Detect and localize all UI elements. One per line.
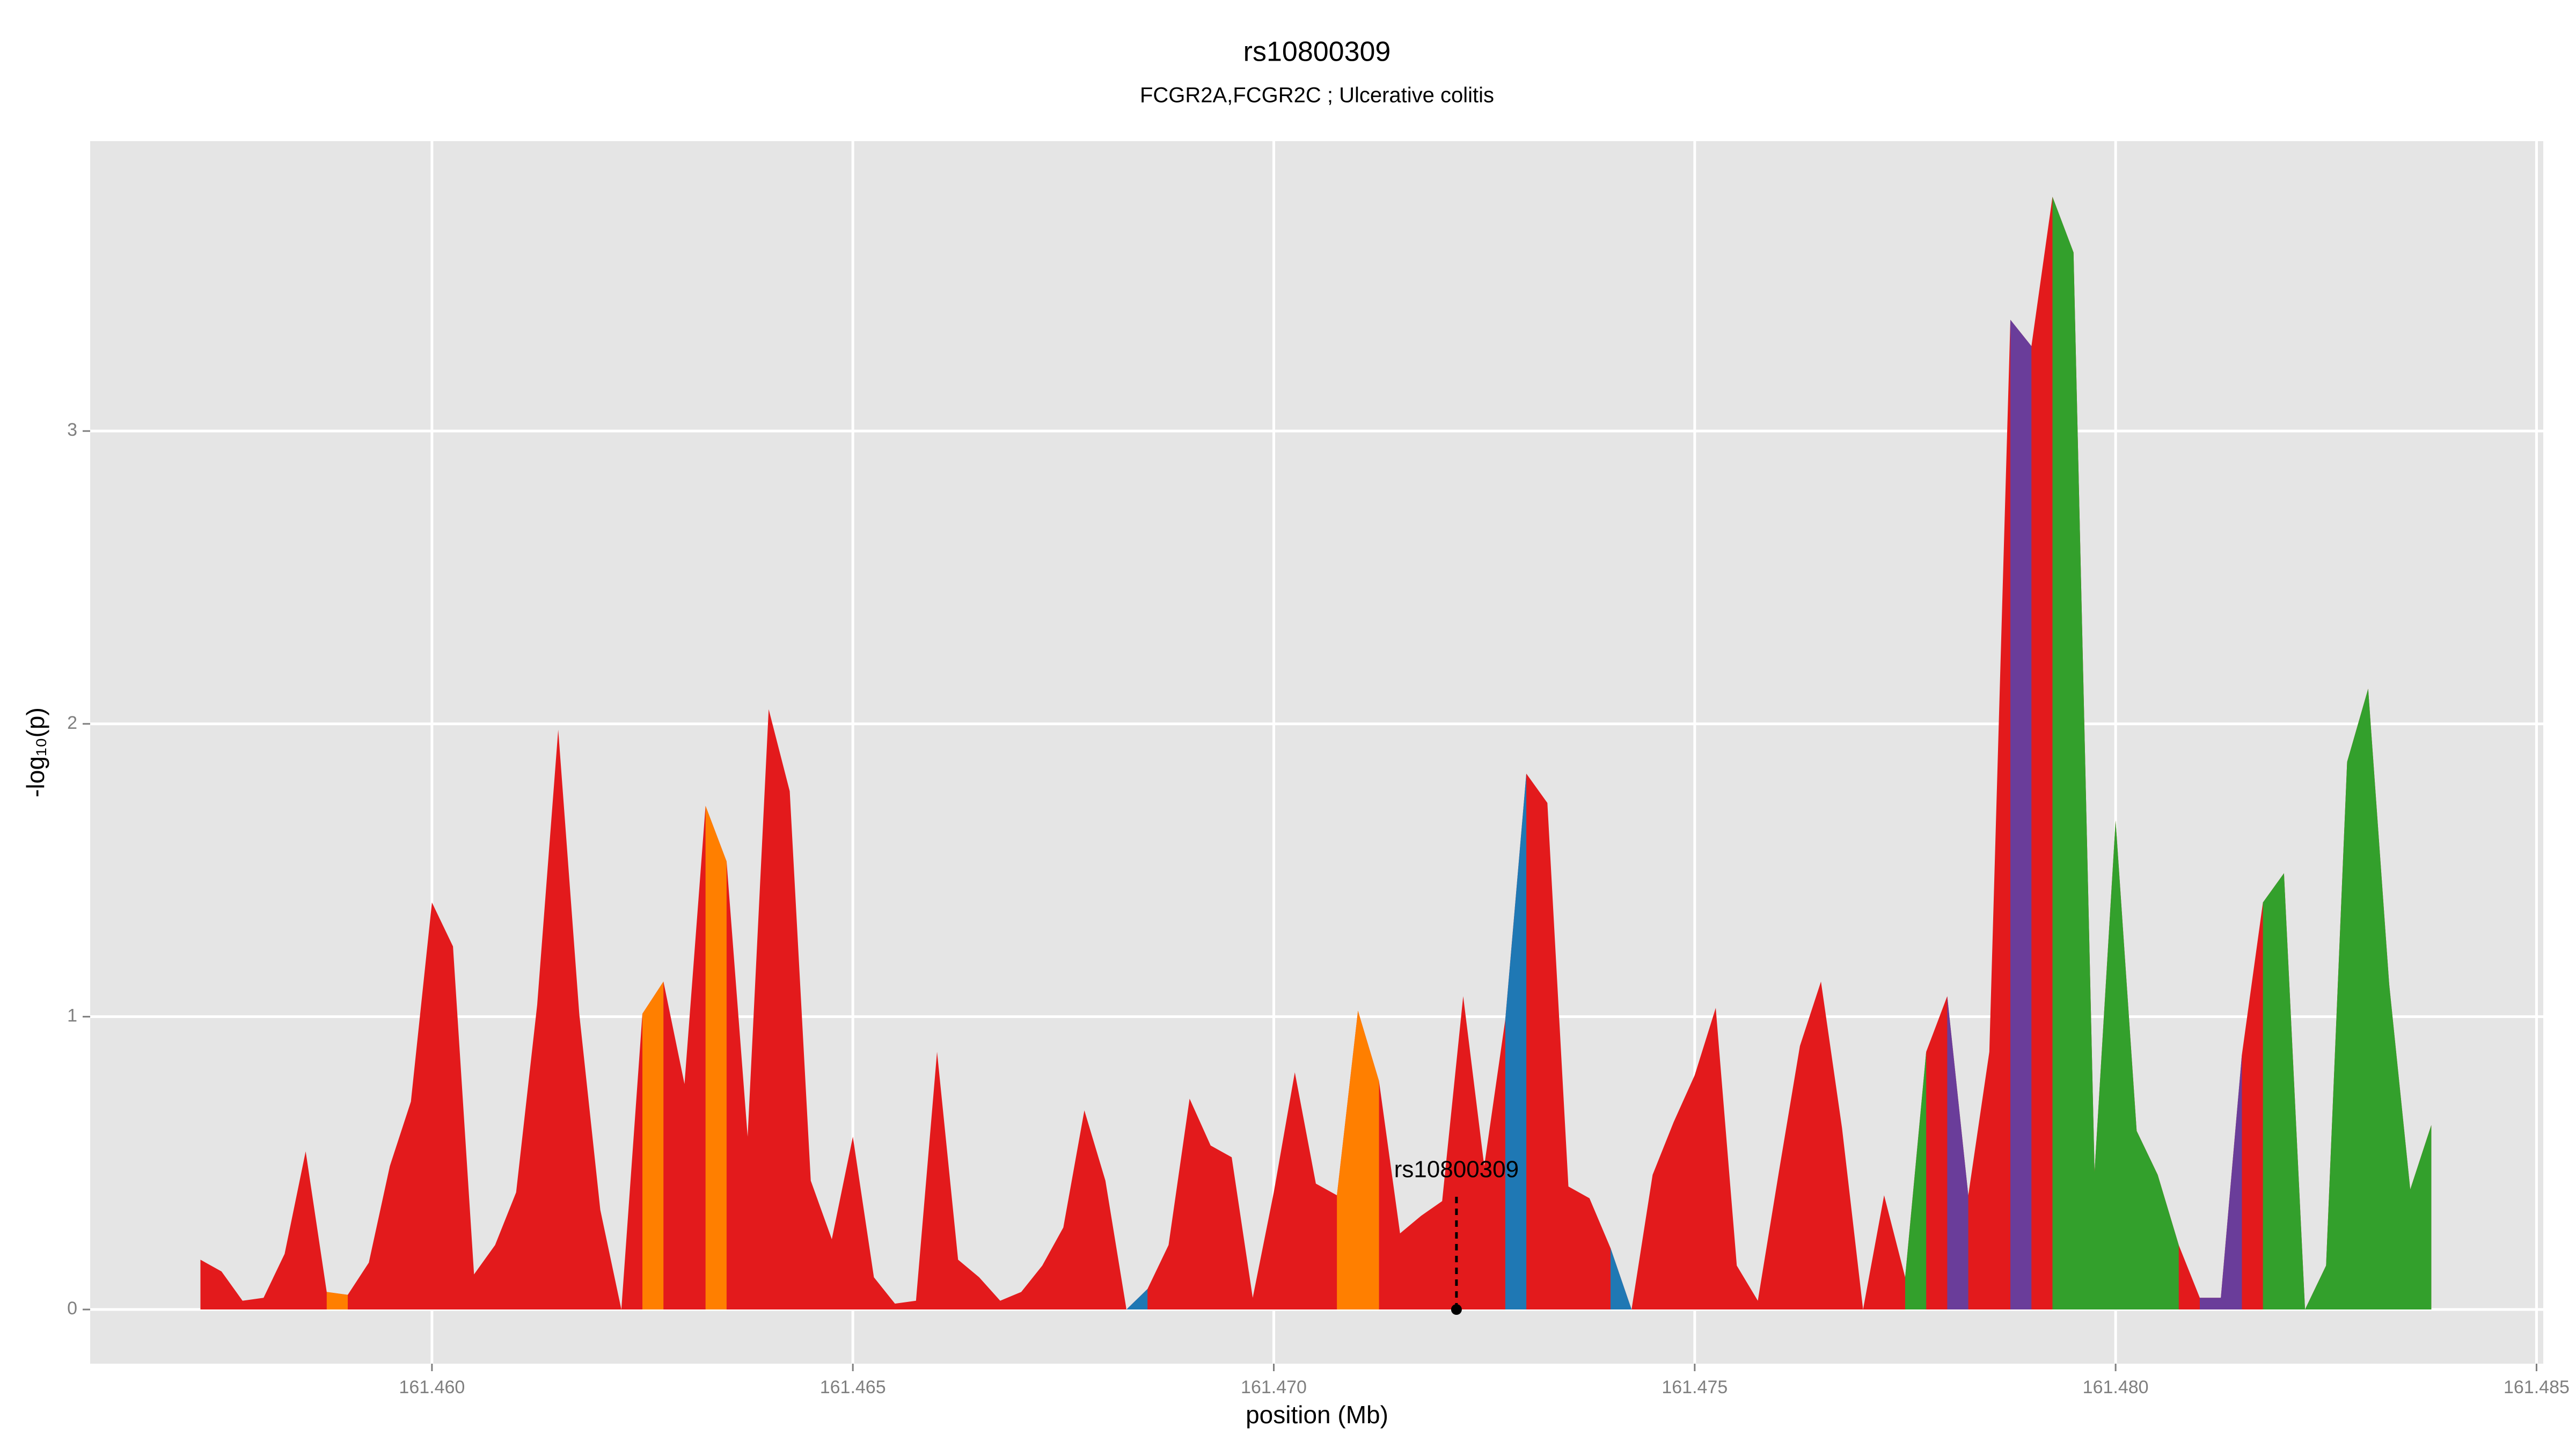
area xyxy=(200,196,2432,1310)
x-tick-label: 161.475 xyxy=(1662,1377,1728,1397)
x-tick-label: 161.485 xyxy=(2504,1377,2570,1397)
y-tick-label: 1 xyxy=(67,1005,77,1026)
x-tick-label: 161.470 xyxy=(1241,1377,1307,1397)
annotation-label: rs10800309 xyxy=(1394,1157,1519,1183)
area xyxy=(1126,773,1632,1310)
y-tick-label: 2 xyxy=(67,713,77,733)
x-axis-title: position (Mb) xyxy=(1246,1401,1388,1429)
area xyxy=(1905,196,2432,1310)
y-tick-label: 3 xyxy=(67,420,77,440)
area xyxy=(1947,319,2242,1310)
y-tick-label: 0 xyxy=(67,1298,77,1319)
x-tick-label: 161.460 xyxy=(399,1377,465,1397)
x-tick-label: 161.480 xyxy=(2083,1377,2149,1397)
chart-subtitle: FCGR2A,FCGR2C ; Ulcerative colitis xyxy=(1140,84,1494,107)
annotation-point xyxy=(1451,1304,1462,1315)
x-tick-label: 161.465 xyxy=(820,1377,886,1397)
y-axis-title: -log₁₀(p) xyxy=(21,707,49,797)
chart-title: rs10800309 xyxy=(1243,36,1391,68)
